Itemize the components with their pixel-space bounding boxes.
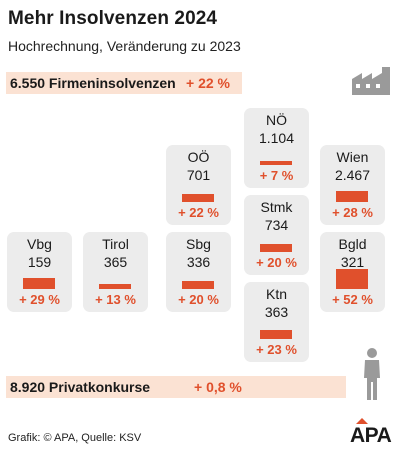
chart-subtitle: Hochrechnung, Veränderung zu 2023 [8,38,241,54]
insolvency-count: 1.104 [258,130,295,146]
person-icon [364,348,380,400]
chart-title: Mehr Insolvenzen 2024 [8,8,218,29]
state-name: NÖ [266,112,287,128]
private-bankruptcies-band: 8.920 Privatkonkurse + 0,8 % [6,376,346,398]
state-name: Ktn [265,286,287,302]
state-name: Bgld [338,236,367,252]
state-tile-vbg: Vbg 159 + 29 % [7,232,72,312]
private-bankruptcies-change: + 0,8 % [194,379,242,395]
state-name: Sbg [186,236,211,252]
change-bar [336,269,368,289]
change-bar [99,284,131,289]
change-label: + 52 % [332,292,373,307]
change-bar [336,191,368,202]
state-tile-wien: Wien 2.467 + 28 % [320,145,385,225]
insolvency-count: 363 [264,304,289,320]
change-bar [260,330,292,339]
change-bar [182,194,214,202]
state-tile-nö: NÖ 1.104 + 7 % [244,108,309,188]
apa-logo: APA [350,418,392,448]
change-bar [182,281,214,289]
change-label: + 20 % [256,255,297,270]
insolvency-count: 336 [186,254,211,270]
change-label: + 13 % [95,292,136,307]
change-label: + 22 % [178,205,219,220]
state-tile-ktn: Ktn 363 + 23 % [244,282,309,362]
state-tile-oö: OÖ 701 + 22 % [166,145,231,225]
state-name: OÖ [187,149,210,165]
firm-insolvencies-band: 6.550 Firmeninsolvenzen + 22 % [6,72,242,94]
state-tile-bgld: Bgld 321 + 52 % [320,232,385,312]
state-name: Tirol [102,236,129,252]
state-tile-stmk: Stmk 734 + 20 % [244,195,309,275]
insolvency-count: 365 [103,254,128,270]
insolvency-count: 2.467 [334,167,371,183]
firm-insolvencies-label: 6.550 Firmeninsolvenzen [10,75,176,91]
change-label: + 23 % [256,342,297,357]
change-bar [260,161,292,165]
private-bankruptcies-label: 8.920 Privatkonkurse [10,379,151,395]
footer-source: Grafik: © APA, Quelle: KSV [8,432,142,444]
insolvency-count: 321 [340,254,365,270]
firm-insolvencies-change: + 22 % [186,75,230,91]
change-label: + 20 % [178,292,219,307]
change-label: + 7 % [259,168,294,183]
state-name: Stmk [260,199,293,215]
state-tile-tirol: Tirol 365 + 13 % [83,232,148,312]
insolvency-count: 159 [27,254,52,270]
change-bar [23,278,55,289]
state-name: Wien [336,149,369,165]
insolvency-count: 734 [264,217,289,233]
change-label: + 29 % [19,292,60,307]
state-tile-sbg: Sbg 336 + 20 % [166,232,231,312]
factory-icon [352,67,390,95]
change-label: + 28 % [332,205,373,220]
state-name: Vbg [27,236,52,252]
insolvency-count: 701 [186,167,211,183]
change-bar [260,244,292,252]
